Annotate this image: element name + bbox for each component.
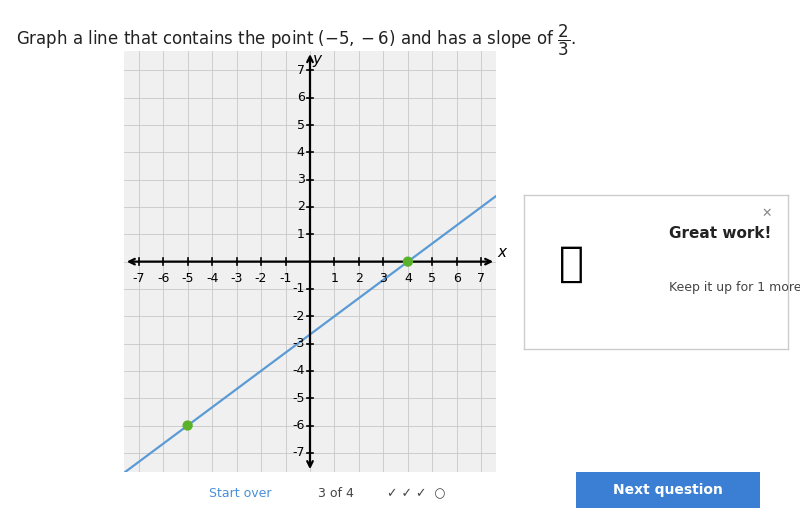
Text: Great work!: Great work! xyxy=(669,226,771,241)
Text: 5: 5 xyxy=(428,272,436,285)
Text: -3: -3 xyxy=(292,337,305,350)
Text: -2: -2 xyxy=(255,272,267,285)
Text: 6: 6 xyxy=(453,272,461,285)
Text: -7: -7 xyxy=(133,272,145,285)
Text: -6: -6 xyxy=(157,272,170,285)
Text: 1: 1 xyxy=(297,228,305,241)
Text: Start over: Start over xyxy=(209,487,271,500)
Text: Graph a line that contains the point $(-5, -6)$ and has a slope of $\dfrac{2}{3}: Graph a line that contains the point $(-… xyxy=(16,23,576,58)
Text: Next question: Next question xyxy=(613,483,723,497)
Text: -5: -5 xyxy=(182,272,194,285)
Text: -5: -5 xyxy=(292,392,305,405)
Text: -1: -1 xyxy=(279,272,292,285)
Text: ⭐: ⭐ xyxy=(559,243,584,285)
Text: 2: 2 xyxy=(297,201,305,213)
Text: 1: 1 xyxy=(330,272,338,285)
Text: $y$: $y$ xyxy=(313,53,324,69)
Text: -4: -4 xyxy=(292,364,305,378)
Text: -7: -7 xyxy=(292,446,305,459)
Text: 4: 4 xyxy=(297,146,305,159)
Text: -2: -2 xyxy=(292,310,305,323)
Text: -6: -6 xyxy=(292,419,305,432)
Text: ✕: ✕ xyxy=(762,207,772,220)
Text: ✓ ✓ ✓  ○: ✓ ✓ ✓ ○ xyxy=(387,487,445,500)
Text: 7: 7 xyxy=(297,64,305,77)
Point xyxy=(402,258,414,266)
Text: -4: -4 xyxy=(206,272,218,285)
Text: -3: -3 xyxy=(230,272,242,285)
Text: -1: -1 xyxy=(292,283,305,295)
Text: 4: 4 xyxy=(404,272,412,285)
Text: 3 of 4: 3 of 4 xyxy=(318,487,354,500)
Text: Keep it up for 1 more.: Keep it up for 1 more. xyxy=(669,281,800,294)
Text: 6: 6 xyxy=(297,91,305,104)
Text: 7: 7 xyxy=(478,272,486,285)
Text: 3: 3 xyxy=(297,173,305,186)
Text: $x$: $x$ xyxy=(498,245,509,260)
Point xyxy=(182,421,194,429)
Text: 3: 3 xyxy=(379,272,387,285)
Text: 2: 2 xyxy=(355,272,363,285)
Text: 5: 5 xyxy=(297,119,305,131)
